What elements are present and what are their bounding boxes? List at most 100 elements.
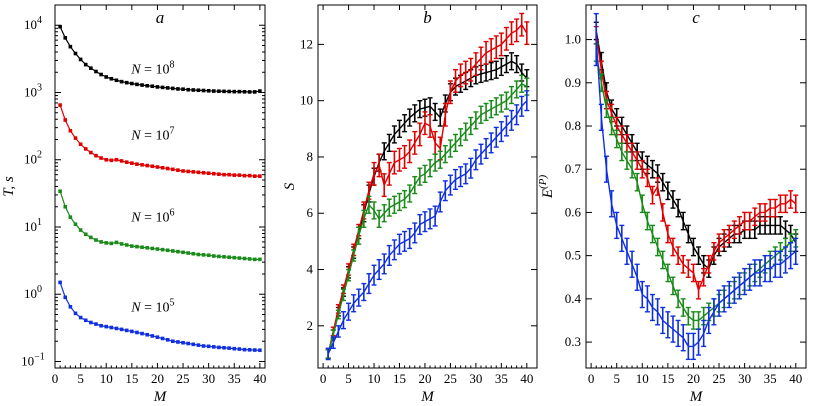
series-label: N = 107 bbox=[130, 125, 174, 143]
x-tick-label: 30 bbox=[738, 371, 751, 386]
data-point bbox=[119, 159, 124, 163]
data-point bbox=[242, 347, 247, 352]
x-tick-label: 20 bbox=[151, 371, 164, 386]
data-point bbox=[94, 238, 98, 242]
data-point bbox=[135, 162, 139, 166]
data-point bbox=[206, 253, 211, 258]
data-point bbox=[130, 161, 134, 165]
panel-a: 0 5 10 15 20 25 30 35 40 10−1 100 101 102 103 104 M T, s… bbox=[1, 4, 266, 405]
data-point bbox=[99, 72, 103, 77]
data-point bbox=[104, 324, 109, 329]
series-3 bbox=[325, 90, 530, 361]
data-point bbox=[232, 173, 237, 177]
data-point bbox=[99, 240, 103, 244]
x-axis-label: M bbox=[153, 389, 168, 405]
y-tick-label: 0.4 bbox=[565, 291, 582, 306]
series-line bbox=[59, 282, 260, 351]
data-point bbox=[130, 244, 134, 248]
data-point bbox=[73, 136, 78, 140]
data-point bbox=[196, 170, 201, 175]
data-point bbox=[130, 81, 134, 86]
y-tick-label: 12 bbox=[300, 36, 313, 51]
data-point bbox=[63, 204, 68, 209]
data-point bbox=[227, 255, 231, 260]
x-tick-label: 25 bbox=[713, 371, 726, 386]
x-tick-label: 25 bbox=[177, 371, 190, 386]
data-point bbox=[258, 257, 262, 262]
data-point bbox=[186, 169, 190, 174]
y-tick-label: 6 bbox=[307, 205, 314, 220]
data-point bbox=[227, 346, 231, 350]
data-point bbox=[191, 342, 196, 347]
x-tick-label: 35 bbox=[228, 371, 241, 386]
x-tick-label: 10 bbox=[368, 371, 381, 386]
series-2 bbox=[325, 74, 530, 359]
data-point bbox=[206, 88, 211, 93]
y-tick-label: 4 bbox=[307, 262, 314, 277]
x-tick-label: 5 bbox=[613, 371, 620, 386]
data-point bbox=[145, 83, 149, 88]
data-point bbox=[171, 249, 175, 253]
y-tick-label: 0.7 bbox=[565, 161, 582, 176]
y-tick-label: 0.9 bbox=[565, 75, 581, 90]
data-point bbox=[124, 160, 129, 164]
series-line bbox=[59, 191, 260, 260]
series-1 bbox=[325, 12, 530, 359]
x-tick-label: 10 bbox=[636, 371, 649, 386]
data-point bbox=[58, 24, 62, 29]
data-point bbox=[206, 171, 211, 176]
data-point bbox=[124, 243, 129, 247]
series-0 bbox=[325, 52, 530, 359]
data-point bbox=[119, 79, 124, 84]
data-point bbox=[109, 241, 114, 246]
data-point bbox=[73, 311, 78, 316]
data-point bbox=[191, 170, 196, 174]
series-0 bbox=[593, 21, 799, 278]
x-tick-label: 20 bbox=[687, 371, 700, 386]
data-point bbox=[211, 89, 216, 93]
data-point bbox=[78, 315, 83, 320]
series-line bbox=[327, 23, 528, 355]
data-point bbox=[258, 348, 262, 353]
data-point bbox=[145, 246, 149, 250]
data-point bbox=[171, 339, 175, 344]
series-label: N = 108 bbox=[130, 60, 174, 78]
x-tick-label: 40 bbox=[253, 371, 266, 386]
series-line bbox=[327, 82, 528, 355]
data-point bbox=[109, 158, 114, 163]
data-point bbox=[217, 172, 221, 176]
y-tick-label: 0.6 bbox=[565, 204, 582, 219]
plot-frame bbox=[317, 4, 538, 369]
series-2 bbox=[593, 43, 799, 330]
data-point bbox=[160, 247, 165, 252]
x-tick-label: 15 bbox=[393, 371, 406, 386]
data-point bbox=[165, 248, 170, 253]
data-point bbox=[78, 142, 83, 147]
data-point bbox=[89, 66, 93, 70]
data-point bbox=[176, 87, 180, 91]
data-point bbox=[89, 150, 93, 155]
data-point bbox=[247, 173, 252, 178]
data-point bbox=[78, 57, 83, 62]
data-point bbox=[109, 76, 114, 81]
data-point bbox=[135, 82, 139, 87]
data-point bbox=[227, 172, 231, 177]
panel-b: 0 5 10 15 20 25 30 35 40 2 4 6 8 10 12 M Sb bbox=[282, 4, 538, 405]
data-point bbox=[191, 88, 196, 92]
series-line bbox=[595, 30, 797, 270]
x-axis-label: M bbox=[689, 389, 704, 405]
data-point bbox=[114, 240, 119, 245]
y-tick-label: 0.3 bbox=[565, 334, 581, 349]
x-tick-label: 5 bbox=[345, 371, 352, 386]
data-point bbox=[99, 323, 103, 328]
plot-frame bbox=[585, 4, 807, 369]
data-point bbox=[232, 346, 237, 351]
data-point bbox=[222, 89, 226, 94]
data-point bbox=[227, 89, 231, 94]
series-label: N = 106 bbox=[130, 208, 174, 226]
data-point bbox=[89, 320, 93, 325]
data-point bbox=[186, 251, 190, 255]
data-point bbox=[181, 169, 185, 173]
x-tick-label: 25 bbox=[444, 371, 457, 386]
series-3 bbox=[58, 280, 262, 353]
